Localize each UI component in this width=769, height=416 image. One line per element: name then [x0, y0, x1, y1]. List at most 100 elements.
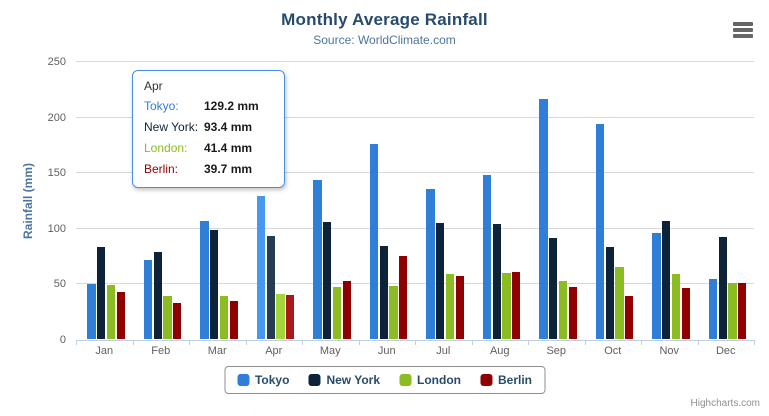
y-gridline	[76, 227, 754, 229]
x-axis-label: Feb	[151, 345, 171, 357]
legend-item-tokyo[interactable]: Tokyo	[236, 373, 290, 387]
x-axis-tick	[302, 340, 303, 345]
bar-berlin-oct[interactable]	[625, 296, 634, 340]
legend-label: Berlin	[498, 373, 533, 387]
y-axis-label: 0	[59, 333, 66, 346]
bar-berlin-mar[interactable]	[229, 301, 238, 340]
bar-london-jul[interactable]	[445, 274, 455, 340]
bar-new-york-aug[interactable]	[492, 223, 501, 340]
y-gridline	[76, 283, 754, 284]
hamburger-icon	[733, 34, 753, 38]
bar-tokyo-jun[interactable]	[369, 144, 379, 340]
x-axis-tick	[415, 340, 416, 345]
tooltip-series-label: Tokyo:	[144, 99, 179, 113]
bar-london-dec[interactable]	[728, 282, 737, 340]
bar-london-jan[interactable]	[106, 285, 116, 340]
bar-london-may[interactable]	[332, 287, 342, 340]
x-axis-label: Jun	[377, 345, 396, 357]
bar-berlin-apr[interactable]	[286, 295, 295, 340]
x-axis-tick	[471, 340, 473, 345]
bar-london-jun[interactable]	[389, 285, 398, 340]
y-gridline	[76, 116, 754, 118]
bar-london-oct[interactable]	[615, 267, 624, 340]
legend-item-berlin[interactable]: Berlin	[480, 373, 532, 387]
bar-new-york-nov[interactable]	[662, 221, 671, 340]
bar-tokyo-jul[interactable]	[426, 188, 435, 340]
bar-london-apr[interactable]	[276, 293, 285, 340]
bar-new-york-dec[interactable]	[718, 237, 727, 340]
bar-new-york-mar[interactable]	[210, 230, 219, 340]
x-axis-label: Nov	[659, 345, 680, 357]
x-axis-tick	[528, 340, 529, 345]
y-gridline	[76, 172, 754, 173]
bar-berlin-sep[interactable]	[568, 286, 577, 340]
bar-tokyo-oct[interactable]	[595, 124, 605, 340]
bar-new-york-sep[interactable]	[549, 238, 558, 340]
bar-new-york-jun[interactable]	[379, 245, 388, 340]
y-axis-label: 100	[47, 222, 66, 235]
x-axis-label: Oct	[604, 345, 622, 357]
x-axis-tick	[358, 340, 360, 345]
x-axis-label: Sep	[546, 345, 567, 357]
bar-berlin-feb[interactable]	[173, 302, 182, 340]
chart-subtitle: Source: WorldClimate.com	[313, 33, 456, 47]
tooltip-series-value: 93.4 mm	[204, 120, 253, 134]
bar-london-sep[interactable]	[558, 281, 568, 340]
x-axis-tick	[697, 340, 699, 345]
highcharts-credits-link[interactable]: Highcharts.com	[690, 398, 760, 409]
x-axis-tick	[189, 340, 190, 345]
x-axis-label: May	[319, 345, 341, 357]
bar-berlin-jun[interactable]	[399, 255, 408, 340]
y-gridline	[76, 61, 754, 62]
bar-tokyo-apr[interactable]	[256, 196, 266, 340]
x-axis-tick	[641, 340, 642, 345]
bar-berlin-dec[interactable]	[738, 282, 747, 340]
x-axis-tick	[584, 340, 586, 345]
bar-london-feb[interactable]	[163, 296, 172, 340]
legend-label: London	[417, 373, 461, 387]
bar-berlin-aug[interactable]	[512, 272, 521, 340]
bar-tokyo-may[interactable]	[313, 179, 322, 340]
bar-london-mar[interactable]	[219, 295, 229, 340]
legend-item-london[interactable]: London	[399, 373, 461, 387]
x-axis-tick	[76, 340, 77, 345]
bar-berlin-may[interactable]	[342, 281, 351, 340]
tooltip-series-value: 129.2 mm	[204, 99, 259, 113]
y-axis-label: 200	[47, 111, 66, 124]
legend-item-new-york[interactable]: New York	[308, 373, 380, 387]
chart-title: Monthly Average Rainfall	[281, 10, 488, 29]
bar-new-york-oct[interactable]	[605, 246, 614, 340]
bar-tokyo-sep[interactable]	[539, 99, 548, 340]
bar-tokyo-feb[interactable]	[143, 260, 153, 340]
y-axis-label: 250	[47, 56, 66, 68]
bar-new-york-feb[interactable]	[153, 252, 162, 340]
bar-berlin-jan[interactable]	[116, 292, 125, 340]
bar-new-york-jul[interactable]	[436, 222, 445, 340]
bar-tokyo-nov[interactable]	[652, 233, 661, 340]
hamburger-icon	[733, 28, 753, 32]
bar-new-york-apr[interactable]	[266, 235, 275, 340]
bar-new-york-jan[interactable]	[97, 246, 106, 340]
legend-symbol-icon	[399, 374, 412, 386]
y-axis-label: 150	[47, 167, 66, 179]
tooltip-series-value: 41.4 mm	[204, 141, 253, 155]
legend: Tokyo New York London Berlin	[223, 366, 546, 394]
y-axis-title: Rainfall (mm)	[21, 163, 35, 240]
bar-london-nov[interactable]	[671, 273, 681, 340]
legend-label: New York	[326, 373, 381, 387]
bar-new-york-may[interactable]	[323, 221, 332, 340]
shared-tooltip: Apr Tokyo: 129.2 mm New York: 93.4 mm London…	[132, 70, 285, 188]
bar-tokyo-jan[interactable]	[87, 284, 96, 340]
bar-tokyo-mar[interactable]	[200, 221, 209, 340]
legend-label: Tokyo	[254, 373, 290, 387]
bar-tokyo-aug[interactable]	[482, 174, 492, 340]
bar-berlin-jul[interactable]	[455, 275, 464, 340]
tooltip-row: Berlin: 39.7 mm	[144, 159, 273, 180]
x-axis-label: Aug	[489, 345, 510, 357]
tooltip-series-label: New York:	[144, 120, 199, 134]
bar-tokyo-dec[interactable]	[708, 279, 718, 340]
bar-berlin-nov[interactable]	[681, 287, 690, 340]
bar-london-aug[interactable]	[502, 273, 511, 340]
export-menu-button[interactable]	[729, 18, 757, 42]
x-axis-label: Jul	[436, 345, 451, 357]
